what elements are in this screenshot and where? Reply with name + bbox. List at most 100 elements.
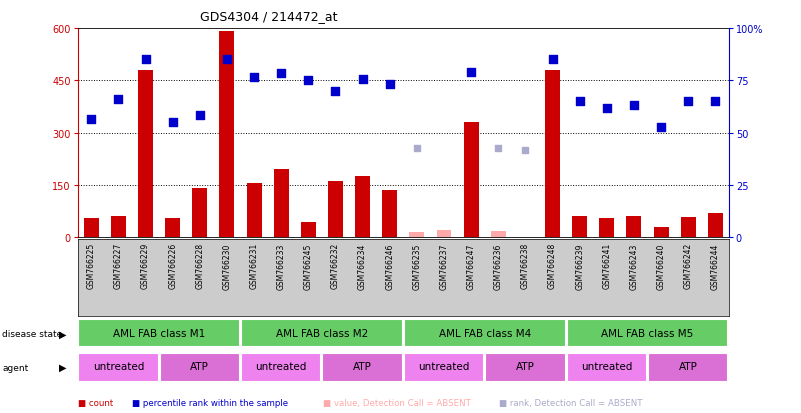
Point xyxy=(275,71,288,77)
Bar xyxy=(464,123,479,237)
Point xyxy=(492,145,505,152)
Bar xyxy=(111,216,126,237)
Point xyxy=(329,88,342,95)
Text: GSM766240: GSM766240 xyxy=(657,242,666,289)
Bar xyxy=(572,216,587,237)
Point xyxy=(519,147,532,154)
Point xyxy=(112,97,125,104)
Bar xyxy=(78,353,159,382)
Bar xyxy=(681,217,696,237)
Text: ■ value, Detection Call = ABSENT: ■ value, Detection Call = ABSENT xyxy=(323,398,470,407)
Text: ■ count: ■ count xyxy=(78,398,113,407)
Bar xyxy=(409,232,425,237)
Point xyxy=(601,106,614,112)
Text: ATP: ATP xyxy=(516,361,535,372)
Bar xyxy=(241,353,321,382)
Bar xyxy=(404,353,484,382)
Text: ■ rank, Detection Call = ABSENT: ■ rank, Detection Call = ABSENT xyxy=(499,398,642,407)
Bar xyxy=(323,353,403,382)
Text: GSM766231: GSM766231 xyxy=(250,242,259,289)
Bar xyxy=(545,71,560,237)
Text: GSM766228: GSM766228 xyxy=(195,242,204,289)
Text: GSM766235: GSM766235 xyxy=(413,242,421,289)
Bar xyxy=(648,353,728,382)
Text: GSM766246: GSM766246 xyxy=(385,242,394,289)
Text: AML FAB class M4: AML FAB class M4 xyxy=(439,328,531,338)
Text: GSM766241: GSM766241 xyxy=(602,242,611,289)
Point xyxy=(574,99,586,105)
Bar xyxy=(84,218,99,237)
Point xyxy=(356,76,369,83)
Text: ▶: ▶ xyxy=(59,362,66,372)
Text: AML FAB class M2: AML FAB class M2 xyxy=(276,328,368,338)
Point xyxy=(465,69,477,76)
Bar xyxy=(165,218,180,237)
Bar xyxy=(404,320,566,347)
Point xyxy=(193,112,206,119)
Text: ATP: ATP xyxy=(191,361,209,372)
Bar xyxy=(485,353,566,382)
Text: GSM766242: GSM766242 xyxy=(684,242,693,289)
Text: GSM766225: GSM766225 xyxy=(87,242,96,289)
Bar xyxy=(328,182,343,237)
Bar xyxy=(241,320,403,347)
Bar xyxy=(138,71,153,237)
Text: untreated: untreated xyxy=(581,361,633,372)
Point xyxy=(85,116,98,123)
Text: GSM766226: GSM766226 xyxy=(168,242,177,289)
Bar xyxy=(355,177,370,237)
Bar xyxy=(708,213,723,237)
Bar xyxy=(437,230,452,237)
Bar xyxy=(159,353,240,382)
Text: GSM766234: GSM766234 xyxy=(358,242,367,289)
Point xyxy=(167,119,179,126)
Text: untreated: untreated xyxy=(93,361,144,372)
Text: GSM766238: GSM766238 xyxy=(521,242,530,289)
Point xyxy=(546,57,559,64)
Bar xyxy=(78,320,240,347)
Text: GSM766239: GSM766239 xyxy=(575,242,584,289)
Text: ▶: ▶ xyxy=(59,328,66,339)
Text: ■ percentile rank within the sample: ■ percentile rank within the sample xyxy=(131,398,288,407)
Text: GSM766237: GSM766237 xyxy=(440,242,449,289)
Text: GSM766232: GSM766232 xyxy=(331,242,340,289)
Text: GSM766244: GSM766244 xyxy=(710,242,720,289)
Text: agent: agent xyxy=(2,363,29,372)
Point xyxy=(709,99,722,105)
Bar xyxy=(192,189,207,237)
Text: GSM766227: GSM766227 xyxy=(114,242,123,289)
Bar xyxy=(566,320,728,347)
Text: GSM766248: GSM766248 xyxy=(548,242,557,289)
Text: GSM766233: GSM766233 xyxy=(276,242,286,289)
Point xyxy=(384,81,396,88)
Point xyxy=(139,57,152,64)
Bar xyxy=(566,353,647,382)
Bar xyxy=(247,184,262,237)
Point xyxy=(654,125,667,131)
Bar xyxy=(219,32,235,237)
Text: GSM766229: GSM766229 xyxy=(141,242,150,289)
Text: GSM766243: GSM766243 xyxy=(630,242,638,289)
Point xyxy=(410,145,423,152)
Text: AML FAB class M5: AML FAB class M5 xyxy=(602,328,694,338)
Text: GSM766247: GSM766247 xyxy=(467,242,476,289)
Point xyxy=(220,57,233,64)
Bar xyxy=(626,216,642,237)
Text: GSM766236: GSM766236 xyxy=(493,242,503,289)
Point xyxy=(248,74,260,81)
Text: GDS4304 / 214472_at: GDS4304 / 214472_at xyxy=(199,10,337,23)
Point xyxy=(302,78,315,84)
Text: AML FAB class M1: AML FAB class M1 xyxy=(113,328,205,338)
Point xyxy=(627,102,640,109)
Bar xyxy=(274,170,288,237)
Text: untreated: untreated xyxy=(256,361,307,372)
Bar xyxy=(599,218,614,237)
Point xyxy=(682,99,694,105)
Bar xyxy=(491,231,505,237)
Bar xyxy=(382,190,397,237)
Text: ATP: ATP xyxy=(353,361,372,372)
Text: ATP: ATP xyxy=(678,361,698,372)
Bar xyxy=(301,223,316,237)
Bar xyxy=(654,227,669,237)
Text: GSM766230: GSM766230 xyxy=(223,242,231,289)
